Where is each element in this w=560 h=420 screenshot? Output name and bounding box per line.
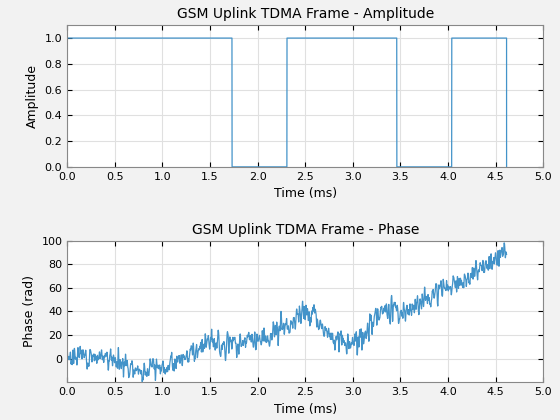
Title: GSM Uplink TDMA Frame - Phase: GSM Uplink TDMA Frame - Phase (192, 223, 419, 236)
Y-axis label: Amplitude: Amplitude (26, 64, 39, 128)
Y-axis label: Phase (rad): Phase (rad) (23, 276, 36, 347)
X-axis label: Time (ms): Time (ms) (274, 187, 337, 200)
Title: GSM Uplink TDMA Frame - Amplitude: GSM Uplink TDMA Frame - Amplitude (176, 7, 434, 21)
X-axis label: Time (ms): Time (ms) (274, 403, 337, 416)
